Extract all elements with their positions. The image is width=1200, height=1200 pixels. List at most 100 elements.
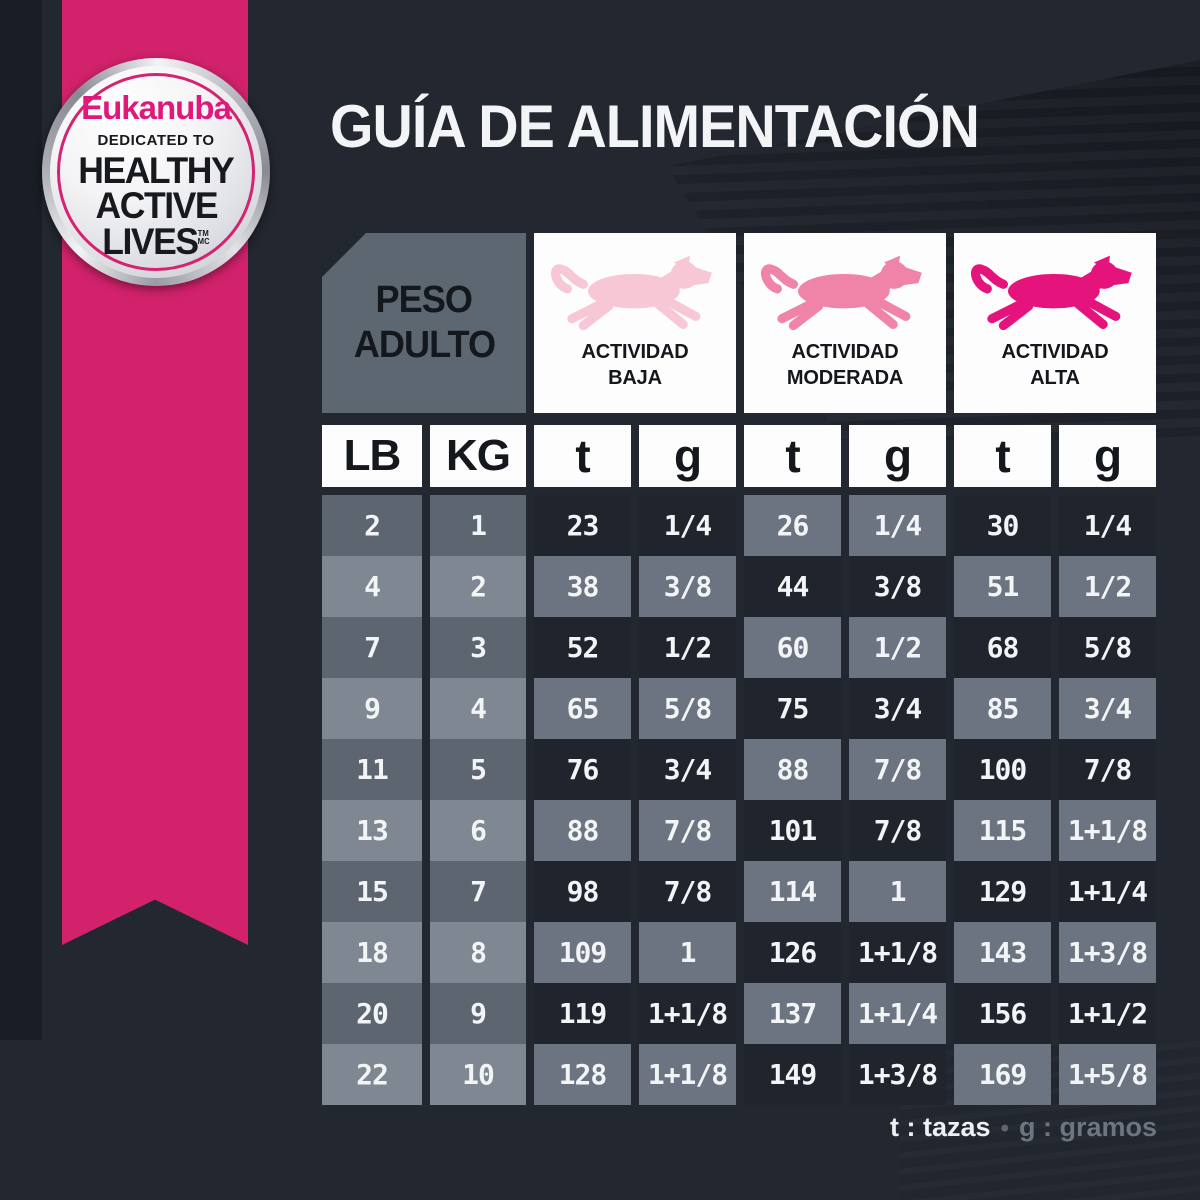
t-value: 65 xyxy=(534,678,631,739)
kg-value: 8 xyxy=(430,922,526,983)
t-value: 44 xyxy=(744,556,841,617)
g-value: 3/4 xyxy=(1059,678,1156,739)
brand-logo-text: Eukanuba xyxy=(81,89,232,127)
lb-value: 7 xyxy=(322,617,422,678)
activity-high-header: ACTIVIDAD ALTA xyxy=(954,233,1156,413)
unit-header-kg: KG xyxy=(430,425,526,487)
g-value: 7/8 xyxy=(1059,739,1156,800)
legend-tazas: t : tazas xyxy=(890,1112,991,1142)
badge-line-active: ACTIVE xyxy=(95,185,218,227)
activity-moderate-label: ACTIVIDAD MODERADA xyxy=(787,339,903,391)
activity-low-label-line1: ACTIVIDAD xyxy=(581,341,689,363)
weight-header-box: PESO ADULTO xyxy=(322,233,526,413)
t-value: 98 xyxy=(534,861,631,922)
unit-header-t-high: t xyxy=(954,425,1051,487)
activity-high-label: ACTIVIDAD ALTA xyxy=(1001,339,1108,391)
unit-header-g-high: g xyxy=(1059,425,1156,487)
t-value: 30 xyxy=(954,495,1051,556)
units-legend: t : tazas • g : gramos xyxy=(0,1112,1157,1143)
g-value: 7/8 xyxy=(849,800,946,861)
t-value: 114 xyxy=(744,861,841,922)
lb-value: 20 xyxy=(322,983,422,1044)
brand-badge: Eukanuba DEDICATED TO HEALTHY ACTIVE LIV… xyxy=(42,58,270,286)
badge-tagline: DEDICATED TO xyxy=(97,132,215,150)
t-value: 52 xyxy=(534,617,631,678)
g-value: 1 xyxy=(849,861,946,922)
t-value: 129 xyxy=(954,861,1051,922)
g-value: 1+1/8 xyxy=(1059,800,1156,861)
t-value: 23 xyxy=(534,495,631,556)
t-value: 38 xyxy=(534,556,631,617)
activity-moderate-header: ACTIVIDAD MODERADA xyxy=(744,233,946,413)
lb-value: 11 xyxy=(322,739,422,800)
t-value: 156 xyxy=(954,983,1051,1044)
t-value: 85 xyxy=(954,678,1051,739)
t-value: 101 xyxy=(744,800,841,861)
running-dog-icon xyxy=(971,255,1132,331)
t-value: 149 xyxy=(744,1044,841,1105)
lb-value: 18 xyxy=(322,922,422,983)
g-value: 3/4 xyxy=(849,678,946,739)
t-value: 126 xyxy=(744,922,841,983)
kg-value: 9 xyxy=(430,983,526,1044)
t-value: 60 xyxy=(744,617,841,678)
t-value: 109 xyxy=(534,922,631,983)
g-value: 1+1/8 xyxy=(849,922,946,983)
t-value: 169 xyxy=(954,1044,1051,1105)
legend-separator-dot: • xyxy=(1000,1115,1009,1142)
g-value: 1+1/4 xyxy=(849,983,946,1044)
activity-high-label-line1: ACTIVIDAD xyxy=(1001,341,1109,363)
activity-low-label-line2: BAJA xyxy=(608,367,662,389)
tm-mark: TM xyxy=(197,228,209,238)
trademark-marks: TM MC xyxy=(197,228,210,246)
lb-value: 4 xyxy=(322,556,422,617)
lb-value: 15 xyxy=(322,861,422,922)
badge-line-lives: LIVES TM MC xyxy=(102,222,210,259)
g-value: 3/4 xyxy=(639,739,736,800)
t-value: 143 xyxy=(954,922,1051,983)
activity-low-label: ACTIVIDAD BAJA xyxy=(581,339,688,391)
mc-mark: MC xyxy=(197,236,210,246)
activity-high-label-line2: ALTA xyxy=(1030,367,1080,389)
kg-value: 1 xyxy=(430,495,526,556)
g-value: 1/4 xyxy=(1059,495,1156,556)
kg-value: 6 xyxy=(430,800,526,861)
t-value: 88 xyxy=(534,800,631,861)
kg-value: 5 xyxy=(430,739,526,800)
g-value: 1/4 xyxy=(849,495,946,556)
badge-line-healthy: HEALTHY xyxy=(78,150,234,192)
activity-moderate-label-line2: MODERADA xyxy=(786,367,904,389)
g-value: 7/8 xyxy=(639,861,736,922)
feeding-table: PESO ADULTO ACTIVIDAD BAJA xyxy=(322,233,1156,1105)
g-value: 1/2 xyxy=(1059,556,1156,617)
activity-low-header: ACTIVIDAD BAJA xyxy=(534,233,736,413)
g-value: 7/8 xyxy=(849,739,946,800)
g-value: 1/2 xyxy=(639,617,736,678)
g-value: 1+1/2 xyxy=(1059,983,1156,1044)
unit-header-g-moderate: g xyxy=(849,425,946,487)
lb-value: 9 xyxy=(322,678,422,739)
kg-value: 2 xyxy=(430,556,526,617)
g-value: 1+3/8 xyxy=(1059,922,1156,983)
kg-value: 4 xyxy=(430,678,526,739)
g-value: 1+1/8 xyxy=(639,1044,736,1105)
unit-header-g-low: g xyxy=(639,425,736,487)
badge-content: Eukanuba DEDICATED TO HEALTHY ACTIVE LIV… xyxy=(42,58,270,286)
kg-value: 10 xyxy=(430,1044,526,1105)
legend-gramos: g : gramos xyxy=(1018,1112,1157,1142)
t-value: 128 xyxy=(534,1044,631,1105)
t-value: 119 xyxy=(534,983,631,1044)
page-title: GUÍA DE ALIMENTACIÓN xyxy=(330,93,980,160)
g-value: 1/4 xyxy=(639,495,736,556)
g-value: 1/2 xyxy=(849,617,946,678)
unit-header-lb: LB xyxy=(322,425,422,487)
running-dog-icon xyxy=(551,255,712,331)
t-value: 75 xyxy=(744,678,841,739)
weight-header-line1: PESO xyxy=(375,279,473,322)
t-value: 26 xyxy=(744,495,841,556)
t-value: 100 xyxy=(954,739,1051,800)
g-value: 3/8 xyxy=(639,556,736,617)
t-value: 51 xyxy=(954,556,1051,617)
t-value: 88 xyxy=(744,739,841,800)
lb-value: 13 xyxy=(322,800,422,861)
